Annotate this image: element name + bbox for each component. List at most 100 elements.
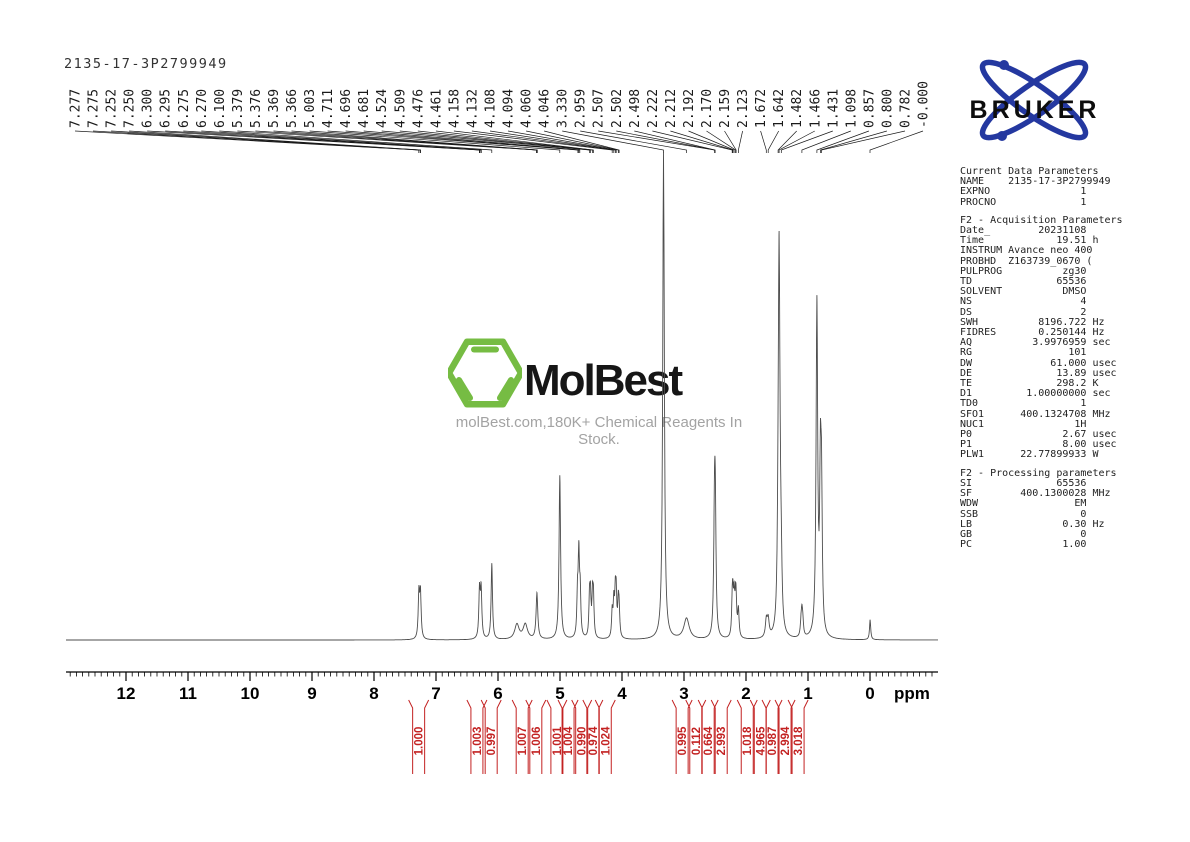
peak-label: 2.159	[718, 89, 733, 128]
param-row: NUC1 1H	[960, 418, 1087, 430]
axis-tick-label: 1	[803, 684, 812, 703]
peak-label: 4.696	[339, 89, 354, 128]
integral-value: 0.664	[703, 726, 715, 755]
leader-line	[816, 130, 870, 153]
molbest-brand: MolBest	[524, 356, 683, 405]
param-row: Date_ 20231108	[960, 225, 1087, 237]
peak-label: 1.098	[844, 89, 859, 128]
peak-label: 5.369	[267, 89, 282, 128]
peak-label: 2.170	[700, 89, 715, 128]
leader-line	[801, 130, 851, 153]
integral-bracket	[697, 699, 719, 774]
axis-tick-label: 3	[679, 684, 688, 703]
leader-line	[724, 130, 737, 153]
peak-label: 4.524	[375, 89, 390, 128]
peak-label: 6.270	[195, 89, 210, 128]
param-row: DW 61.000 usec	[960, 357, 1117, 369]
param-row: WDW EM	[960, 498, 1087, 510]
peak-label: 5.379	[231, 89, 246, 128]
param-section-header: F2 - Processing parameters	[960, 467, 1117, 479]
param-row: EXPNO 1	[960, 186, 1087, 198]
integral-value: 0.112	[691, 727, 703, 755]
param-row: PC 1.00	[960, 539, 1087, 551]
integral-value: 0.974	[588, 726, 600, 755]
integral-value: 3.018	[793, 726, 805, 755]
param-row: TE 298.2 K	[960, 378, 1099, 390]
peak-label: 1.672	[754, 89, 769, 128]
spectrum-trace	[66, 151, 938, 641]
axis-tick-label: 11	[179, 684, 197, 703]
peak-label: 6.275	[177, 89, 192, 128]
peak-label: 4.132	[465, 89, 480, 128]
leader-line	[309, 130, 561, 153]
integral-bracket	[511, 699, 533, 774]
peak-label: 2.222	[646, 89, 661, 128]
integral-value: 2.994	[780, 726, 792, 755]
peak-label: 3.330	[556, 89, 571, 128]
peak-label: 7.275	[87, 89, 102, 128]
peak-label: 6.295	[159, 89, 174, 128]
param-section-header: Current Data Parameters	[960, 166, 1099, 177]
peak-label: 4.681	[357, 89, 372, 128]
ppm-axis: 12 11 10 9 8 7 6 5 4 3 2 1 0 ppm	[66, 671, 938, 703]
bruker-logo: BRUKER	[956, 56, 1116, 148]
integral-bracket	[736, 699, 758, 774]
molbest-tagline: molBest.com,180K+ Chemical Reagents In S…	[455, 414, 743, 448]
peak-label: 2.959	[574, 89, 589, 128]
leader-line	[291, 130, 538, 153]
leader-line	[201, 130, 482, 153]
integral-bracket	[594, 699, 616, 774]
peak-labels: 7.277 7.275 7.252 7.250 6.300 6.295 6.275 6.270…	[69, 81, 932, 128]
peak-label: 4.158	[447, 89, 462, 128]
peak-label: 2.502	[610, 89, 625, 128]
integral-value: 1.001	[552, 726, 564, 755]
param-row: FIDRES 0.250144 Hz	[960, 327, 1105, 339]
peak-label: 4.094	[502, 89, 517, 128]
peak-label: 6.300	[141, 89, 156, 128]
integral-labels: 1.000 1.003 0.997 1.007 1.006 1.001 1.004 0.990…	[408, 699, 809, 774]
leader-line	[869, 130, 924, 153]
leader-line	[706, 130, 736, 153]
axis-tick-label: 10	[241, 684, 260, 703]
integral-value: 1.024	[600, 726, 612, 755]
peak-label: 0.857	[862, 89, 877, 128]
param-section-header: F2 - Acquisition Parameters	[960, 214, 1123, 226]
peak-label: 4.461	[429, 89, 444, 128]
integral-bracket	[571, 699, 593, 774]
leader-line	[580, 130, 687, 153]
axis-unit-label: ppm	[894, 684, 930, 703]
peak-label: 6.100	[213, 89, 228, 128]
peak-label: 5.376	[249, 89, 264, 128]
peak-label: -0.000	[917, 81, 932, 128]
axis-tick-label: 0	[865, 684, 874, 703]
bruker-wordmark: BRUKER	[969, 96, 1101, 124]
peak-label: 0.800	[880, 89, 895, 128]
integral-value: 4.965	[755, 726, 767, 755]
leader-line	[760, 130, 767, 153]
param-row: D1 1.00000000 sec	[960, 388, 1111, 400]
peak-label: 7.277	[69, 89, 84, 128]
axis-tick-label: 9	[307, 684, 316, 703]
param-row: SI 65536	[960, 477, 1087, 489]
peak-label: 0.782	[899, 89, 914, 128]
leader-line	[821, 130, 906, 153]
peak-label: 4.108	[484, 89, 499, 128]
peak-label: 2.498	[628, 89, 643, 128]
param-row: DS 2	[960, 306, 1087, 318]
param-row: NAME 2135-17-3P2799949	[960, 176, 1111, 188]
leader-line	[738, 130, 743, 153]
peak-label: 7.252	[105, 89, 120, 128]
peak-label: 2.123	[736, 89, 751, 128]
leader-line	[435, 130, 594, 153]
integral-bracket	[546, 699, 568, 774]
integral-bracket	[787, 699, 809, 774]
bond-mark	[497, 377, 514, 401]
leader-line	[780, 130, 833, 153]
integral-value: 1.000	[414, 727, 426, 756]
param-row: NS 4	[960, 296, 1087, 308]
leader-line	[670, 130, 734, 153]
leader-line	[767, 130, 780, 153]
peak-label: 4.060	[520, 89, 535, 128]
